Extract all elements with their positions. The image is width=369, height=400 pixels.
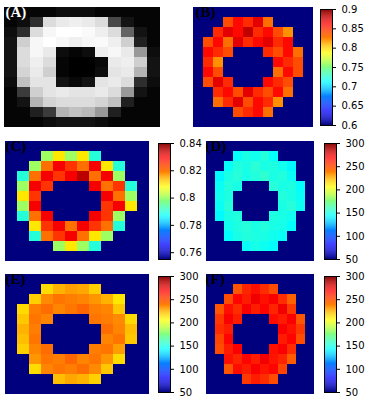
svg-text:50: 50 <box>180 387 193 398</box>
svg-text:0.65: 0.65 <box>342 100 364 111</box>
svg-text:100: 100 <box>346 231 365 242</box>
svg-text:0.8: 0.8 <box>180 192 196 203</box>
svg-text:100: 100 <box>346 364 365 375</box>
svg-text:(E): (E) <box>6 271 26 288</box>
svg-text:150: 150 <box>180 340 199 351</box>
svg-text:0.9: 0.9 <box>342 4 358 15</box>
svg-text:200: 200 <box>346 317 365 328</box>
svg-text:0.75: 0.75 <box>342 62 364 73</box>
svg-text:(A): (A) <box>6 4 27 21</box>
svg-text:200: 200 <box>346 184 365 195</box>
svg-text:300: 300 <box>180 271 199 282</box>
svg-text:0.85: 0.85 <box>342 23 364 34</box>
svg-text:100: 100 <box>180 364 199 375</box>
svg-text:0.84: 0.84 <box>180 138 202 149</box>
svg-text:300: 300 <box>346 271 365 282</box>
svg-text:0.6: 0.6 <box>342 120 358 131</box>
svg-text:0.78: 0.78 <box>180 220 202 231</box>
svg-text:(C): (C) <box>6 138 27 155</box>
svg-text:(B): (B) <box>196 4 216 21</box>
svg-text:150: 150 <box>346 340 365 351</box>
svg-text:300: 300 <box>346 138 365 149</box>
svg-text:(F): (F) <box>206 271 225 288</box>
svg-text:250: 250 <box>346 294 365 305</box>
svg-text:50: 50 <box>346 387 359 398</box>
svg-text:250: 250 <box>346 161 365 172</box>
svg-text:0.82: 0.82 <box>180 165 202 176</box>
svg-text:0.8: 0.8 <box>342 42 358 53</box>
svg-text:200: 200 <box>180 317 199 328</box>
svg-text:0.76: 0.76 <box>180 247 202 258</box>
svg-text:150: 150 <box>346 207 365 218</box>
svg-text:250: 250 <box>180 294 199 305</box>
svg-text:0.7: 0.7 <box>342 81 358 92</box>
svg-text:50: 50 <box>346 254 359 265</box>
svg-text:(D): (D) <box>206 138 227 155</box>
